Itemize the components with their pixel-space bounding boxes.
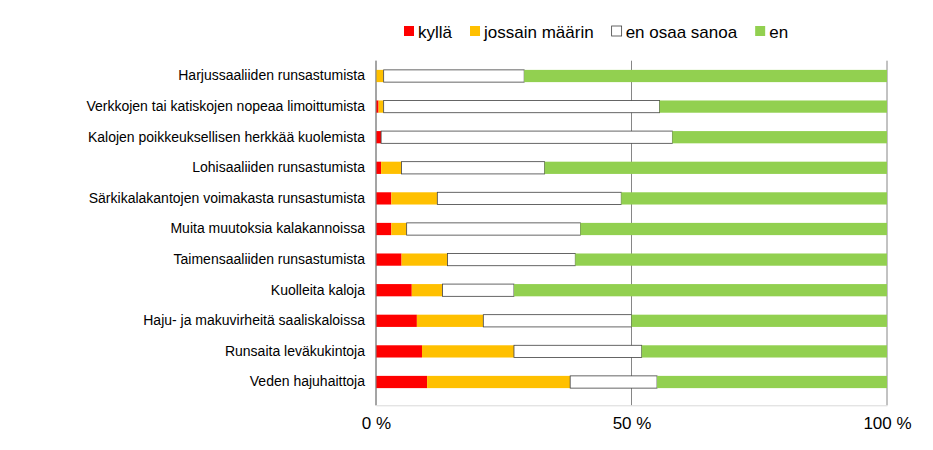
bar — [483, 315, 631, 327]
axis-line — [376, 61, 377, 406]
bar — [376, 192, 391, 204]
grid-line — [376, 61, 377, 406]
y-axis: Harjussaaliiden runsastumista Verkkojen t… — [86, 61, 376, 406]
category-label: Kuolleita kaloja — [271, 282, 365, 298]
category-label: Runsaita leväkukintoja — [225, 343, 365, 359]
legend-swatch — [612, 26, 622, 36]
category-label: Haju- ja makuvirheitä saaliskaloissa — [143, 312, 365, 328]
legend-label: en osaa sanoa — [626, 23, 738, 42]
legend-item: en osaa sanoa — [612, 23, 738, 42]
legend-item: jossain määrin — [470, 23, 594, 42]
category-label: Muita muutoksia kalakannoissa — [170, 220, 365, 236]
category-label: Harjussaaliiden runsastumista — [178, 67, 365, 83]
bar — [376, 70, 384, 82]
tick: 0 % — [362, 405, 391, 433]
bar — [412, 284, 443, 296]
legend-item: en — [755, 23, 788, 42]
tick: Verkkojen tai katiskojen nopeaa limoittu… — [86, 98, 376, 114]
bar — [376, 131, 381, 143]
bar — [657, 376, 887, 388]
bar — [437, 192, 621, 204]
bar — [376, 376, 427, 388]
x-axis: 0 % 50 % 100 % — [362, 405, 912, 433]
tick: Muita muutoksia kalakannoissa — [170, 220, 376, 236]
bar — [448, 253, 576, 265]
tick: Veden hajuhaittoja — [250, 373, 376, 389]
bar — [376, 315, 417, 327]
bar — [427, 376, 570, 388]
category-label: Kalojen poikkeuksellisen herkkää kuolemi… — [88, 129, 365, 145]
bar — [514, 284, 887, 296]
legend-label: jossain määrin — [483, 23, 594, 42]
tick-label: 100 % — [863, 414, 911, 433]
axis-line — [377, 405, 888, 406]
bar — [391, 223, 406, 235]
bar — [580, 223, 887, 235]
legend-item: kyllä — [404, 23, 453, 42]
bar — [660, 100, 887, 112]
bar — [381, 131, 672, 143]
legend: kyllä jossain määrin en osaa sanoa en — [404, 23, 788, 42]
bar — [376, 284, 412, 296]
legend-swatch — [755, 26, 765, 36]
tick: Särkikalakantojen voimakasta runsastumis… — [89, 190, 376, 206]
bar — [514, 345, 642, 357]
category-label: Särkikalakantojen voimakasta runsastumis… — [89, 190, 365, 206]
grid — [376, 61, 887, 406]
bar — [442, 284, 514, 296]
tick: 50 % — [613, 405, 652, 433]
bar — [376, 253, 402, 265]
bar — [407, 223, 581, 235]
bar — [524, 70, 887, 82]
tick: Lohisaaliiden runsastumista — [192, 159, 376, 175]
category-label: Verkkojen tai katiskojen nopeaa limoittu… — [86, 98, 365, 114]
chart: Harjussaaliiden runsastumista Verkkojen t… — [0, 0, 933, 450]
legend-label: kyllä — [418, 23, 453, 42]
bar — [402, 253, 448, 265]
bar — [384, 100, 660, 112]
bar — [417, 315, 483, 327]
legend-swatch — [470, 26, 480, 36]
bar — [376, 345, 422, 357]
bar — [384, 70, 525, 82]
tick: Harjussaaliiden runsastumista — [178, 67, 376, 83]
bar — [642, 345, 887, 357]
tick-label: 0 % — [362, 414, 391, 433]
bar — [381, 162, 401, 174]
category-label: Taimensaaliiden runsastumista — [174, 251, 366, 267]
bars — [376, 70, 887, 388]
bar — [632, 315, 888, 327]
bar — [402, 162, 545, 174]
tick: Runsaita leväkukintoja — [225, 343, 376, 359]
category-label: Lohisaaliiden runsastumista — [192, 159, 365, 175]
tick: Taimensaaliiden runsastumista — [174, 251, 376, 267]
bar — [422, 345, 514, 357]
bar — [575, 253, 887, 265]
legend-swatch — [404, 26, 414, 36]
bar — [672, 131, 887, 143]
bar — [545, 162, 887, 174]
tick: 100 % — [863, 405, 911, 433]
legend-label: en — [769, 23, 788, 42]
tick: Kuolleita kaloja — [271, 282, 376, 298]
series — [514, 70, 887, 388]
bar — [376, 223, 391, 235]
bar — [391, 192, 437, 204]
tick: Kalojen poikkeuksellisen herkkää kuolemi… — [88, 129, 376, 145]
bar — [570, 376, 657, 388]
bar — [376, 162, 381, 174]
bar — [379, 100, 384, 112]
category-label: Veden hajuhaittoja — [250, 373, 365, 389]
tick: Haju- ja makuvirheitä saaliskaloissa — [143, 312, 376, 328]
bar — [621, 192, 887, 204]
tick-label: 50 % — [613, 414, 652, 433]
